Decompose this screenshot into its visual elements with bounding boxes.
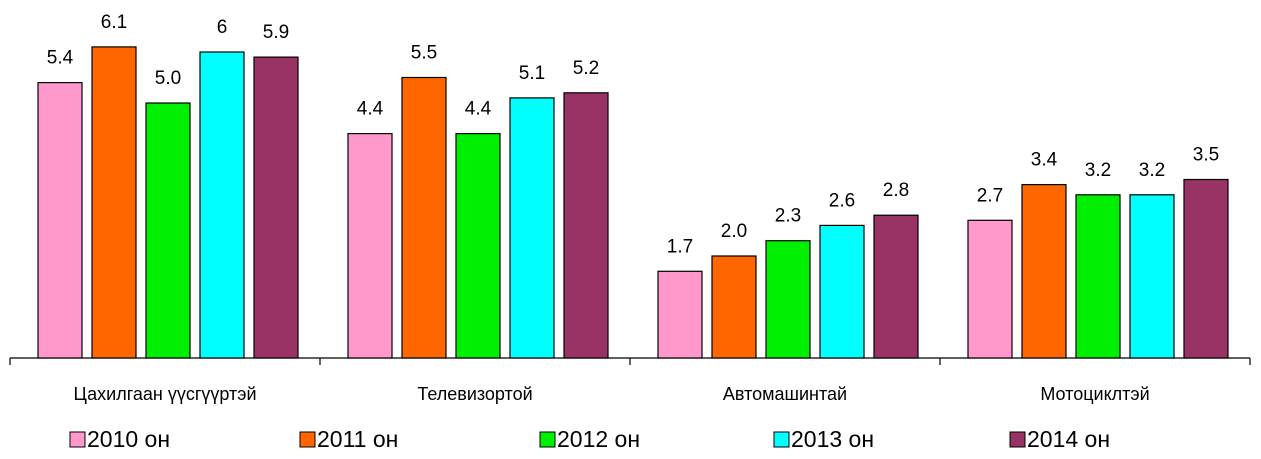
value-label: 5.4 [47,48,74,69]
value-label: 1.7 [667,236,693,257]
bar [1021,184,1067,359]
bar [91,46,137,359]
bar [509,97,555,359]
value-label: 6 [217,17,228,38]
legend-label: 2010 он [87,426,170,452]
value-label: 5.9 [263,22,289,43]
value-label: 6.1 [101,12,127,33]
bar [1075,194,1121,359]
bar [145,102,191,359]
legend-label: 2014 он [1027,426,1110,452]
bar [765,240,811,359]
value-label: 3.2 [1085,160,1111,181]
value-label: 3.4 [1031,150,1058,171]
legend-swatch [1009,431,1026,448]
legend-label: 2011 он [317,426,398,452]
category-label: Телевизортой [417,384,532,404]
bar [199,51,245,359]
bar [819,224,865,359]
value-label: 5.0 [155,68,181,89]
bar [873,214,919,359]
legend-swatch [299,431,316,448]
legend-swatch [69,431,86,448]
value-label: 2.7 [977,185,1003,206]
bar [711,255,757,359]
bar [37,81,83,359]
bar [455,133,501,359]
value-label: 5.5 [411,43,437,64]
legend-label: 2012 он [557,426,640,452]
legend-swatch [539,431,556,448]
legend-swatch [773,431,790,448]
legend-label: 2013 он [791,426,874,452]
bar [401,76,447,359]
bar [1129,194,1175,359]
value-label: 3.5 [1193,145,1219,166]
value-label: 4.4 [465,99,492,120]
bar [967,219,1013,359]
category-label: Цахилгаан үүсгүүртэй [73,384,256,404]
value-label: 2.0 [721,221,747,242]
value-label: 4.4 [357,99,384,120]
bar [1183,178,1229,359]
category-label: Мотоциклтэй [1040,384,1149,404]
bar [253,56,299,359]
value-label: 2.3 [775,206,801,227]
value-label: 5.2 [573,58,599,79]
bar [657,270,703,359]
bar [347,133,393,359]
value-label: 3.2 [1139,160,1165,181]
value-label: 2.8 [883,180,909,201]
value-label: 2.6 [829,190,855,211]
value-label: 5.1 [519,63,545,84]
bar [563,92,609,359]
category-label: Автомашинтай [723,384,847,404]
